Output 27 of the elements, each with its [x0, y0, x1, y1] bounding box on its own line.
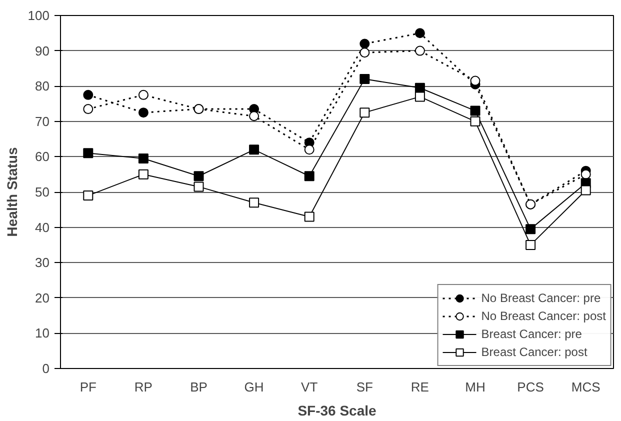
legend-label: No Breast Cancer: post	[481, 308, 606, 325]
legend-label: Breast Cancer: pre	[481, 326, 582, 343]
x-tick-label: PF	[80, 380, 97, 394]
x-tick-label: MCS	[571, 380, 601, 394]
x-tick-label: GH	[244, 380, 264, 394]
y-tick-label: 40	[35, 220, 50, 235]
x-tick-label: MH	[465, 380, 486, 394]
y-tick-label: 50	[35, 184, 50, 200]
y-tick-label: 60	[35, 149, 50, 164]
y-tick-label: 80	[35, 78, 50, 94]
x-tick-label: RP	[134, 380, 152, 394]
y-tick-label: 30	[35, 255, 50, 270]
y-tick-label: 0	[42, 361, 50, 376]
y-tick-label: 20	[35, 290, 50, 306]
legend-label: No Breast Cancer: pre	[481, 290, 601, 307]
x-tick-label: RE	[410, 380, 430, 394]
y-axis-title: Health Status	[4, 147, 20, 237]
y-tick-label: 70	[35, 114, 50, 129]
y-tick-label: 90	[35, 43, 50, 58]
legend-label: Breast Cancer: post	[481, 344, 588, 361]
x-axis-title: SF-36 Scale	[298, 402, 377, 418]
y-tick-label: 100	[28, 8, 50, 23]
x-tick-label: SF	[356, 380, 374, 394]
y-tick-label: 10	[35, 326, 50, 341]
x-tick-label: VT	[301, 380, 318, 394]
x-tick-label: BP	[190, 380, 208, 394]
x-tick-label: PCS	[517, 380, 544, 394]
